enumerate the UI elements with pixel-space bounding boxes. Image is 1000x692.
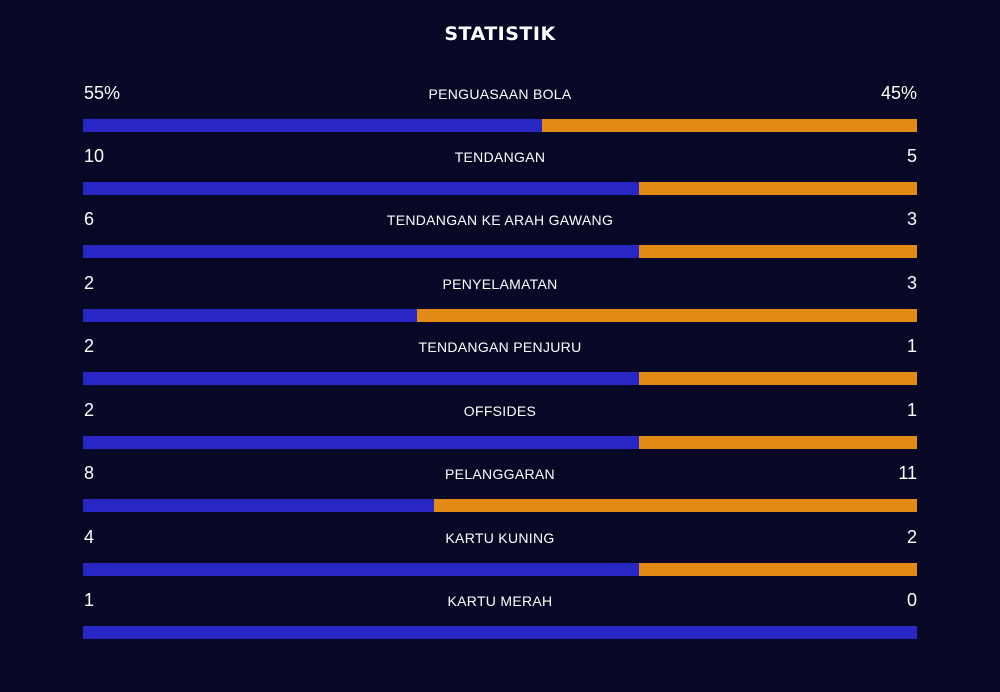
stat-label: PENYELAMATAN [442, 276, 558, 292]
away-bar-segment [638, 372, 917, 385]
comparison-bar [83, 245, 917, 258]
home-bar-segment [83, 372, 639, 385]
home-value: 2 [84, 273, 95, 293]
comparison-bar [83, 309, 917, 322]
stat-row-fouls: 8 PELANGGARAN 11 [83, 462, 917, 522]
away-bar-segment [541, 119, 917, 132]
away-value: 3 [906, 273, 917, 293]
home-value: 55% [84, 83, 121, 103]
home-bar-segment [83, 119, 542, 132]
home-value: 2 [84, 400, 95, 420]
stat-label: KARTU KUNING [445, 530, 555, 546]
stat-label: TENDANGAN KE ARAH GAWANG [386, 212, 614, 228]
home-value: 4 [84, 527, 95, 547]
comparison-bar [83, 119, 917, 132]
stat-label: OFFSIDES [463, 403, 537, 419]
page-title: STATISTIK [444, 23, 556, 45]
away-value: 11 [898, 463, 917, 483]
comparison-bar [83, 182, 917, 195]
home-bar-segment [83, 182, 639, 195]
comparison-bar [83, 626, 917, 639]
comparison-bar [83, 499, 917, 512]
home-bar-segment [83, 436, 639, 449]
stat-label: TENDANGAN PENJURU [418, 339, 582, 355]
stat-label: PENGUASAAN BOLA [428, 86, 572, 102]
home-value: 2 [84, 336, 95, 356]
stat-row-offsides: 2 OFFSIDES 1 [83, 399, 917, 459]
away-bar-segment [434, 499, 917, 512]
stat-label: PELANGGARAN [445, 466, 555, 482]
away-value: 1 [906, 400, 917, 420]
stat-row-corners: 2 TENDANGAN PENJURU 1 [83, 335, 917, 395]
away-bar-segment [638, 182, 917, 195]
home-value: 10 [84, 146, 105, 166]
home-bar-segment [83, 626, 917, 639]
home-value: 1 [84, 590, 95, 610]
away-value: 2 [906, 527, 917, 547]
comparison-bar [83, 563, 917, 576]
away-value: 5 [906, 146, 917, 166]
away-value: 0 [906, 590, 917, 610]
home-bar-segment [83, 309, 417, 322]
stat-label: TENDANGAN [454, 149, 546, 165]
away-bar-segment [638, 436, 917, 449]
home-bar-segment [83, 499, 435, 512]
home-bar-segment [83, 563, 639, 576]
away-value: 45% [880, 83, 917, 103]
stat-row-yellow-cards: 4 KARTU KUNING 2 [83, 526, 917, 586]
home-bar-segment [83, 245, 639, 258]
stat-row-saves: 2 PENYELAMATAN 3 [83, 272, 917, 332]
away-bar-segment [416, 309, 917, 322]
home-value: 8 [84, 463, 95, 483]
stat-row-shots-on-target: 6 TENDANGAN KE ARAH GAWANG 3 [83, 208, 917, 268]
comparison-bar [83, 372, 917, 385]
stat-label: KARTU MERAH [447, 593, 553, 609]
comparison-bar [83, 436, 917, 449]
away-bar-segment [638, 563, 917, 576]
stat-row-possession: 55% PENGUASAAN BOLA 45% [83, 82, 917, 142]
away-value: 1 [906, 336, 917, 356]
stat-row-red-cards: 1 KARTU MERAH 0 [83, 589, 917, 649]
stat-row-shots: 10 TENDANGAN 5 [83, 145, 917, 205]
away-value: 3 [906, 209, 917, 229]
home-value: 6 [84, 209, 95, 229]
away-bar-segment [638, 245, 917, 258]
